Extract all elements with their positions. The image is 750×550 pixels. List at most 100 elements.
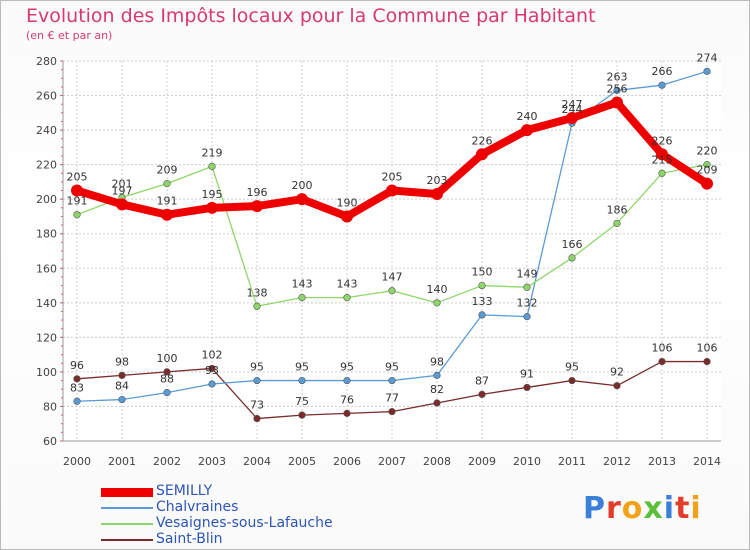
data-label-vesaignes-sous-lafauche: 149 bbox=[517, 267, 538, 280]
data-point-saint-blin bbox=[298, 411, 306, 419]
data-label-semilly: 200 bbox=[292, 179, 313, 192]
data-point-saint-blin bbox=[163, 368, 171, 376]
x-tick-label: 2009 bbox=[468, 455, 496, 468]
data-label-chalvraines: 93 bbox=[205, 364, 219, 377]
data-point-chalvraines bbox=[118, 395, 126, 404]
data-point-semilly bbox=[476, 148, 488, 161]
data-point-vesaignes-sous-lafauche bbox=[163, 180, 171, 188]
data-point-vesaignes-sous-lafauche bbox=[343, 294, 351, 302]
data-label-chalvraines: 133 bbox=[472, 295, 493, 308]
series-layer bbox=[71, 67, 713, 423]
data-label-saint-blin: 75 bbox=[295, 395, 309, 408]
data-label-chalvraines: 98 bbox=[430, 355, 444, 368]
data-point-vesaignes-sous-lafauche bbox=[478, 281, 486, 290]
legend-label: Saint-Blin bbox=[156, 531, 223, 547]
data-label-saint-blin: 91 bbox=[520, 367, 534, 380]
data-label-saint-blin: 77 bbox=[385, 392, 399, 405]
x-tick-label: 2013 bbox=[648, 455, 676, 468]
x-tick-label: 2012 bbox=[603, 455, 631, 468]
data-label-saint-blin: 76 bbox=[340, 393, 354, 406]
data-point-vesaignes-sous-lafauche bbox=[433, 299, 441, 307]
x-tick-label: 2010 bbox=[513, 455, 541, 468]
data-point-chalvraines bbox=[478, 311, 486, 319]
data-point-semilly bbox=[701, 177, 713, 190]
data-point-chalvraines bbox=[388, 376, 396, 385]
data-label-vesaignes-sous-lafauche: 215 bbox=[652, 153, 673, 166]
x-tick-label: 2006 bbox=[333, 455, 361, 468]
data-label-semilly: 203 bbox=[427, 174, 448, 187]
data-label-chalvraines: 95 bbox=[295, 361, 309, 374]
data-point-saint-blin bbox=[658, 357, 666, 366]
data-label-chalvraines: 95 bbox=[340, 361, 354, 374]
legend-label: SEMILLY bbox=[156, 483, 213, 499]
data-point-chalvraines bbox=[208, 380, 216, 388]
data-label-semilly: 197 bbox=[112, 184, 133, 197]
data-point-saint-blin bbox=[343, 409, 351, 417]
data-label-chalvraines: 88 bbox=[160, 373, 174, 386]
data-point-saint-blin bbox=[118, 371, 126, 379]
data-point-chalvraines bbox=[73, 397, 81, 405]
y-tick-label: 140 bbox=[36, 297, 57, 310]
data-point-saint-blin bbox=[73, 375, 81, 383]
legend-label: Chalvraines bbox=[156, 499, 239, 515]
data-point-vesaignes-sous-lafauche bbox=[703, 161, 711, 169]
data-point-vesaignes-sous-lafauche bbox=[253, 302, 261, 310]
x-tick-label: 2011 bbox=[558, 455, 586, 468]
data-label-semilly: 256 bbox=[607, 82, 628, 95]
logo-letter: P bbox=[583, 491, 606, 526]
x-tick-label: 2004 bbox=[243, 455, 271, 468]
data-label-saint-blin: 92 bbox=[610, 366, 624, 379]
data-label-vesaignes-sous-lafauche: 143 bbox=[337, 278, 358, 291]
axis-layer: 60 80 100 120 140 160 180 200 220 240 260 280 2000 20… bbox=[36, 55, 721, 468]
data-point-saint-blin bbox=[478, 390, 486, 398]
data-label-vesaignes-sous-lafauche: 201 bbox=[112, 177, 133, 190]
x-tick-label: 2007 bbox=[378, 455, 406, 468]
y-tick-label: 200 bbox=[36, 193, 57, 206]
data-point-saint-blin bbox=[208, 364, 216, 373]
data-label-saint-blin: 100 bbox=[157, 352, 178, 365]
data-label-saint-blin: 95 bbox=[565, 361, 579, 374]
data-label-chalvraines: 244 bbox=[562, 103, 583, 116]
data-point-chalvraines bbox=[703, 67, 711, 75]
data-label-vesaignes-sous-lafauche: 147 bbox=[382, 271, 403, 284]
data-label-semilly: 190 bbox=[337, 196, 358, 209]
y-tick-label: 160 bbox=[36, 262, 57, 275]
y-tick-label: 80 bbox=[43, 400, 57, 413]
data-label-semilly: 247 bbox=[562, 98, 583, 111]
logo-letter: i bbox=[690, 491, 702, 526]
logo-letter: i bbox=[663, 491, 676, 526]
data-point-saint-blin bbox=[703, 357, 711, 366]
data-label-semilly: 226 bbox=[652, 134, 673, 147]
data-label-chalvraines: 263 bbox=[607, 70, 628, 83]
data-label-semilly: 226 bbox=[472, 134, 493, 147]
data-point-vesaignes-sous-lafauche bbox=[658, 169, 666, 177]
data-point-semilly bbox=[386, 184, 398, 197]
logo-letter: o bbox=[621, 491, 644, 526]
data-point-semilly bbox=[611, 96, 623, 109]
legend-swatch bbox=[101, 523, 153, 525]
data-point-semilly bbox=[251, 200, 263, 213]
data-label-vesaignes-sous-lafauche: 191 bbox=[67, 195, 88, 208]
data-label-semilly: 205 bbox=[382, 171, 403, 184]
data-label-chalvraines: 95 bbox=[385, 361, 399, 374]
logo-letter: t bbox=[675, 491, 691, 526]
data-label-saint-blin: 102 bbox=[202, 348, 223, 361]
chart-subtitle: (en € et par an) bbox=[26, 29, 113, 42]
data-label-semilly: 195 bbox=[202, 188, 223, 201]
data-label-vesaignes-sous-lafauche: 138 bbox=[247, 286, 268, 299]
proxiti-logo: Proxiti bbox=[583, 491, 702, 526]
data-label-chalvraines: 132 bbox=[517, 297, 538, 310]
data-point-chalvraines bbox=[163, 389, 171, 397]
data-label-chalvraines: 274 bbox=[697, 51, 718, 64]
data-point-semilly bbox=[341, 210, 353, 223]
data-point-chalvraines bbox=[523, 313, 531, 321]
data-label-semilly: 209 bbox=[697, 164, 718, 177]
data-label-saint-blin: 98 bbox=[115, 355, 129, 368]
chart-title: Evolution des Impôts locaux pour la Comm… bbox=[26, 5, 596, 27]
y-tick-label: 220 bbox=[36, 159, 57, 172]
data-label-chalvraines: 83 bbox=[70, 381, 84, 394]
data-label-semilly: 205 bbox=[67, 171, 88, 184]
